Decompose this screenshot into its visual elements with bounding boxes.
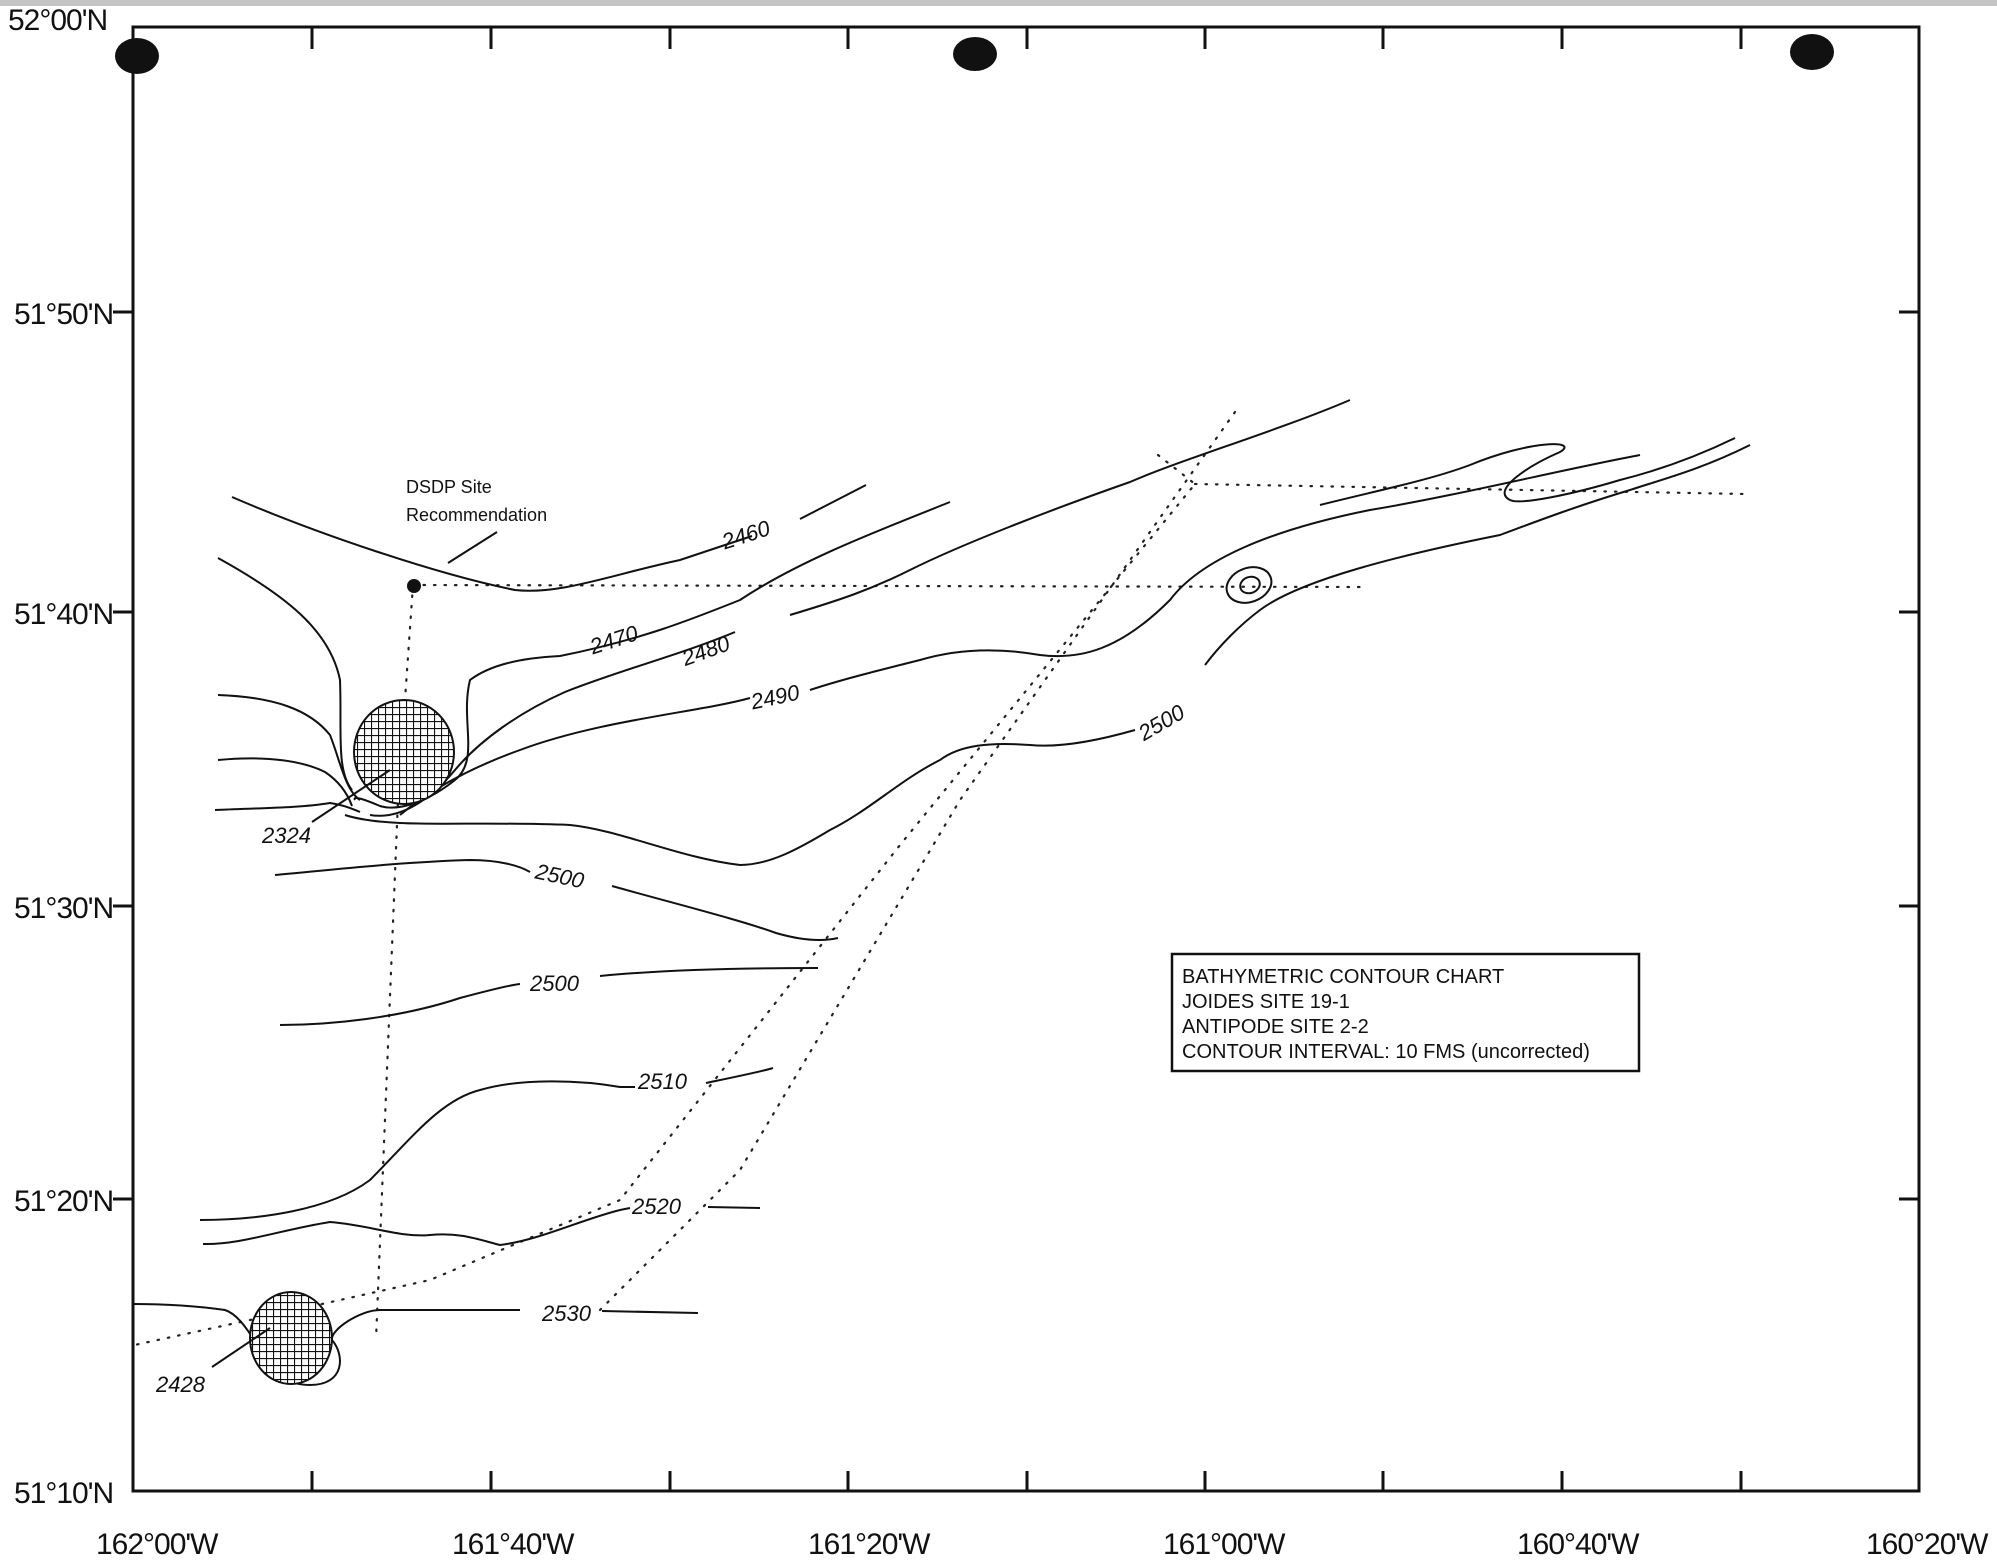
lon-label: 161°20'W: [808, 1528, 931, 1561]
site-note-line-1: DSDP Site: [406, 477, 492, 497]
lon-label: 162°00'W: [96, 1528, 219, 1561]
dsdp-site-marker: [407, 579, 421, 593]
peak-leader-2324: [311, 769, 391, 823]
contour-west-4: [214, 801, 361, 813]
contour-2500-main: [344, 729, 1136, 867]
contour-label: 2520: [631, 1194, 682, 1219]
lat-label: 51°40'N: [14, 598, 113, 631]
track-line: [411, 583, 1362, 589]
contour-west-3: [217, 757, 353, 807]
lat-label: 51°50'N: [14, 298, 113, 331]
track-line: [128, 453, 1197, 1348]
contour-2500-mid: [274, 858, 839, 942]
legend-box: [1170, 952, 1641, 1073]
map-legend: BATHYMETRIC CONTOUR CHART JOIDES SITE 19…: [1170, 952, 1641, 1073]
lat-label: 52°00'N: [8, 4, 107, 37]
track-line: [1193, 482, 1747, 496]
lat-label: 51°10'N: [14, 1477, 113, 1510]
longitude-labels: 162°00'W 161°40'W 161°20'W 161°00'W 160°…: [96, 1528, 1990, 1561]
legend-line-joides: JOIDES SITE 19-1: [1182, 991, 1350, 1013]
binder-hole-right: [1790, 34, 1834, 70]
contour-west-1: [217, 557, 353, 791]
contour-label: 2470: [586, 620, 642, 659]
contours: [132, 399, 1751, 1387]
site-note-leader: [447, 531, 498, 564]
lon-label: 161°40'W: [452, 1528, 575, 1561]
scan-edge-strip: [0, 0, 1997, 6]
contour-2520: [202, 1206, 761, 1247]
peak-label-2428: 2428: [155, 1372, 206, 1397]
contour-label: 2500: [532, 859, 587, 894]
contour-label: 2490: [748, 680, 803, 715]
lon-label: 160°40'W: [1517, 1528, 1640, 1561]
track-line: [598, 410, 1237, 1312]
contour-west-2: [217, 694, 361, 801]
contour-2500-south: [279, 967, 819, 1026]
contour-2500-east: [1204, 444, 1751, 666]
contour-2510: [199, 1067, 774, 1221]
contour-labels: 2460 2470 2480 2490 2500 2500 2500 2510 …: [529, 515, 1189, 1326]
lon-label: 160°20'W: [1866, 1528, 1989, 1561]
contour-2500-north-branch: [1319, 437, 1736, 506]
contour-2530: [132, 1303, 699, 1387]
site-note-line-2: Recommendation: [406, 505, 547, 525]
contour-2480: [369, 399, 1351, 817]
lat-label: 51°20'N: [14, 1185, 113, 1218]
ship-tracks: [128, 410, 1747, 1348]
lon-label: 161°00'W: [1163, 1528, 1286, 1561]
seamount-high-2428: [249, 1291, 333, 1385]
closed-contour-outer: [1225, 566, 1273, 604]
latitude-labels: 52°00'N 51°50'N 51°40'N 51°30'N 51°20'N …: [8, 4, 114, 1510]
contour-label: 2480: [678, 630, 734, 671]
closed-contour-inner: [1239, 575, 1261, 595]
seamount-high-2324: [353, 699, 455, 805]
legend-title: BATHYMETRIC CONTOUR CHART: [1182, 966, 1504, 988]
contour-label: 2500: [529, 971, 580, 996]
peak-leader-2428: [211, 1327, 271, 1368]
legend-line-interval: CONTOUR INTERVAL: 10 FMS (uncorrected): [1182, 1041, 1590, 1063]
contour-label: 2460: [718, 515, 774, 554]
binder-hole-center: [953, 37, 997, 71]
contour-2470: [353, 501, 951, 809]
track-line: [374, 583, 415, 1342]
contour-2460: [231, 484, 867, 592]
peak-label-2324: 2324: [261, 823, 311, 848]
lat-label: 51°30'N: [14, 892, 113, 925]
contour-label: 2530: [541, 1301, 592, 1326]
contour-label: 2510: [637, 1069, 688, 1094]
legend-line-antipode: ANTIPODE SITE 2-2: [1182, 1016, 1369, 1038]
axis-ticks: [113, 27, 1919, 1491]
binder-hole-left: [115, 38, 159, 74]
contour-label: 2500: [1133, 699, 1189, 746]
